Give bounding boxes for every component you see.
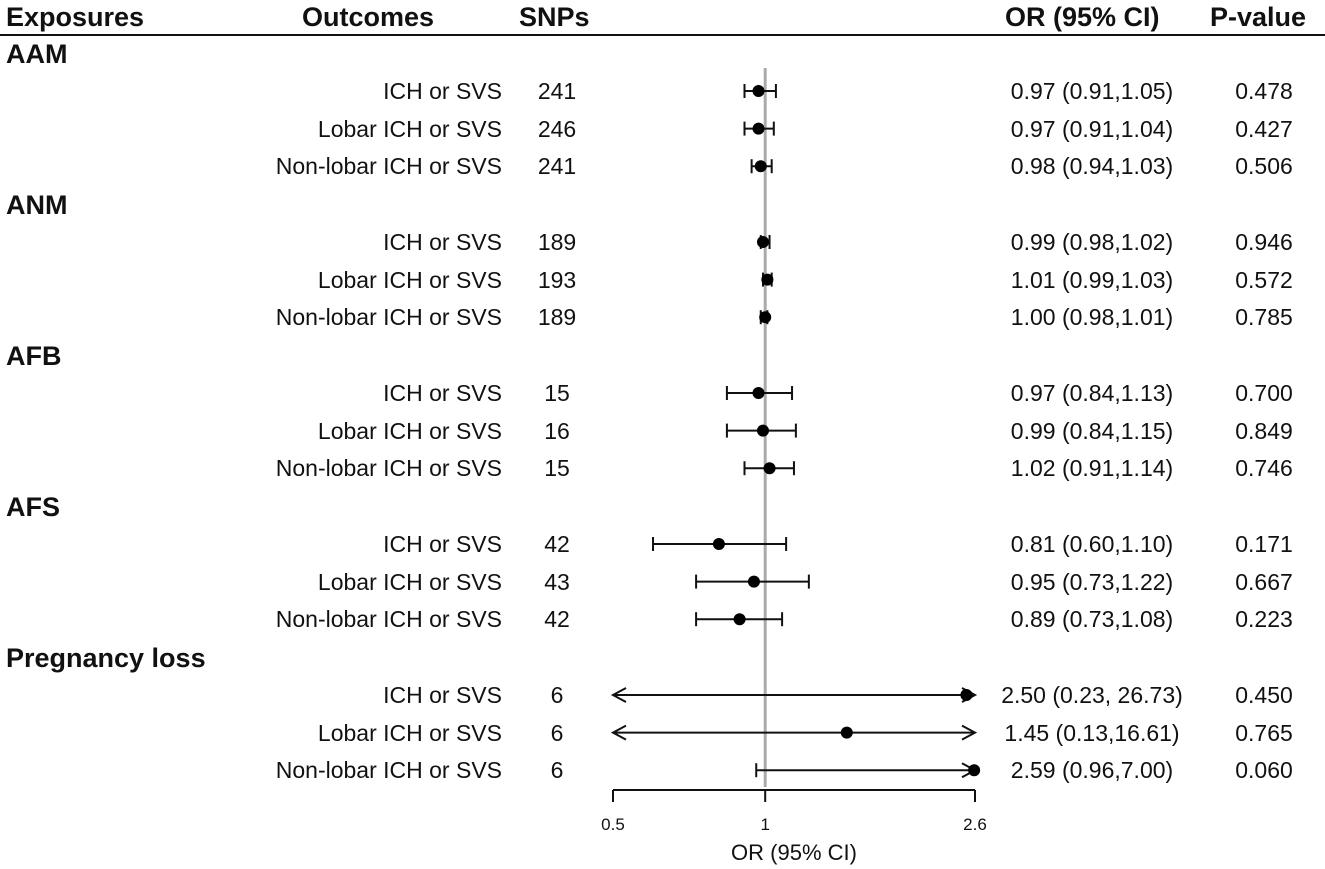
snp-count: 42 <box>544 531 570 557</box>
p-value: 0.746 <box>1235 455 1293 482</box>
point-estimate <box>756 236 769 248</box>
header-snps: SNPs <box>519 2 590 32</box>
point-estimate <box>759 311 772 324</box>
header-p-value: P-value <box>1210 2 1307 32</box>
p-value: 0.450 <box>1235 682 1293 708</box>
snp-count: 193 <box>537 266 577 293</box>
snp-count: 241 <box>537 78 577 104</box>
p-value: 0.223 <box>1235 606 1293 633</box>
p-value: 0.572 <box>1235 266 1293 293</box>
snp-count: 189 <box>537 229 577 255</box>
or-ci-text: 0.97 (0.91,1.05) <box>1010 78 1174 104</box>
or-ci-text: 0.89 (0.73,1.08) <box>1010 606 1174 633</box>
x-axis-title: OR (95% CI) <box>731 840 857 865</box>
outcome-label: Non-lobar ICH or SVS <box>275 455 502 482</box>
or-ci-text: 1.45 (0.13,16.61) <box>1004 719 1180 746</box>
p-value: 0.171 <box>1235 531 1293 557</box>
or-ci-text: 0.97 (0.91,1.04) <box>1010 115 1174 142</box>
snp-count: 6 <box>550 719 564 746</box>
p-value: 0.849 <box>1235 417 1293 444</box>
point-estimate <box>754 160 767 173</box>
snp-count: 246 <box>537 115 577 142</box>
outcome-label: ICH or SVS <box>383 682 502 708</box>
point-estimate <box>756 424 769 437</box>
point-estimate <box>763 462 776 475</box>
outcome-label: ICH or SVS <box>383 229 502 255</box>
or-ci-text: 0.99 (0.84,1.15) <box>1010 417 1174 444</box>
point-estimate <box>712 538 725 550</box>
point-estimate <box>840 726 853 739</box>
snp-count: 16 <box>544 417 570 444</box>
p-value: 0.478 <box>1235 78 1293 104</box>
point-estimate <box>752 387 765 399</box>
or-ci-text: 0.97 (0.84,1.13) <box>1010 380 1174 406</box>
snp-count: 6 <box>550 682 564 708</box>
header-exposures: Exposures <box>6 2 145 32</box>
outcome-label: ICH or SVS <box>383 78 502 104</box>
outcome-label: Lobar ICH or SVS <box>317 266 502 293</box>
snp-count: 241 <box>537 153 577 180</box>
p-value: 0.667 <box>1235 568 1293 595</box>
group-label: Pregnancy loss <box>6 643 206 673</box>
p-value: 0.785 <box>1235 304 1293 331</box>
outcome-label: ICH or SVS <box>383 380 502 406</box>
outcome-label: ICH or SVS <box>383 531 502 557</box>
snp-count: 42 <box>544 606 570 633</box>
or-ci-text: 0.95 (0.73,1.22) <box>1010 568 1174 595</box>
or-ci-text: 1.01 (0.99,1.03) <box>1010 266 1174 293</box>
outcome-label: Non-lobar ICH or SVS <box>275 606 502 633</box>
point-estimate <box>761 273 774 286</box>
or-ci-text: 2.59 (0.96,7.00) <box>1010 757 1174 784</box>
or-ci-text: 1.02 (0.91,1.14) <box>1010 455 1174 482</box>
point-estimate <box>733 613 746 626</box>
header-outcomes: Outcomes <box>302 2 435 32</box>
snp-count: 15 <box>544 455 570 482</box>
snp-count: 6 <box>550 757 564 784</box>
header-rule <box>0 34 1325 36</box>
p-value: 0.060 <box>1235 757 1293 784</box>
group-label: AFB <box>6 341 62 371</box>
outcome-label: Lobar ICH or SVS <box>317 417 502 444</box>
point-estimate <box>752 122 765 135</box>
point-estimate <box>752 85 765 97</box>
or-ci-text: 2.50 (0.23, 26.73) <box>1001 682 1183 708</box>
p-value: 0.765 <box>1235 719 1293 746</box>
x-tick-label: 0.5 <box>601 815 625 834</box>
outcome-label: Lobar ICH or SVS <box>317 115 502 142</box>
ci-arrow-left <box>610 687 627 703</box>
p-value: 0.946 <box>1235 229 1293 255</box>
p-value: 0.427 <box>1235 115 1293 142</box>
point-estimate <box>968 764 981 777</box>
or-ci-text: 0.98 (0.94,1.03) <box>1010 153 1174 180</box>
outcome-label: Non-lobar ICH or SVS <box>275 153 502 180</box>
group-label: AFS <box>6 492 60 522</box>
or-ci-text: 0.81 (0.60,1.10) <box>1010 531 1174 557</box>
snp-count: 189 <box>537 304 577 331</box>
outcome-label: Lobar ICH or SVS <box>317 568 502 595</box>
point-estimate <box>747 575 760 588</box>
or-ci-text: 1.00 (0.98,1.01) <box>1010 304 1174 331</box>
header-or-ci: OR (95% CI) <box>1005 2 1160 32</box>
group-label: ANM <box>6 190 68 220</box>
outcome-label: Non-lobar ICH or SVS <box>275 304 502 331</box>
p-value: 0.506 <box>1235 153 1293 180</box>
group-label: AAM <box>6 39 68 69</box>
outcome-label: Non-lobar ICH or SVS <box>275 757 502 784</box>
or-ci-text: 0.99 (0.98,1.02) <box>1010 229 1174 255</box>
snp-count: 15 <box>544 380 570 406</box>
x-tick-label: 2.6 <box>963 815 987 834</box>
snp-count: 43 <box>544 568 570 595</box>
p-value: 0.700 <box>1235 380 1293 406</box>
ci-arrow-left <box>610 724 627 741</box>
outcome-label: Lobar ICH or SVS <box>317 719 502 746</box>
ci-arrow-right <box>961 724 978 741</box>
x-tick-label: 1 <box>760 815 769 834</box>
point-estimate <box>960 689 973 701</box>
